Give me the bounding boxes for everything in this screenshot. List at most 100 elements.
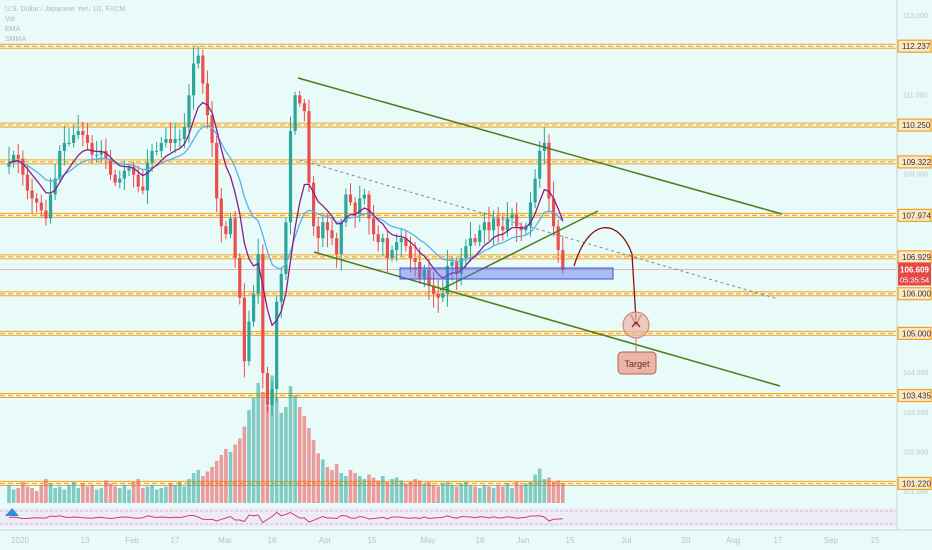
target-box <box>617 351 657 375</box>
candle-body <box>371 218 376 235</box>
level-value: 106.000 <box>902 290 931 299</box>
candle <box>164 127 168 148</box>
candle <box>113 169 117 187</box>
volume-bar <box>177 482 182 503</box>
volume-bar <box>21 482 25 503</box>
candle-body <box>159 142 163 151</box>
level-value: 110.250 <box>902 121 931 130</box>
candle-body <box>251 293 256 322</box>
level-line: 106.929 <box>0 250 932 264</box>
target-circle <box>622 311 650 339</box>
volume-bar <box>417 480 422 503</box>
candle-body <box>265 373 270 405</box>
volume-bar <box>201 476 205 503</box>
volume-bar <box>85 486 90 503</box>
candle-body <box>538 150 542 179</box>
volume-bar <box>468 485 473 503</box>
candle <box>395 233 399 262</box>
candle-body <box>344 194 348 223</box>
volume-bar <box>94 489 99 503</box>
candle-body <box>122 170 126 179</box>
x-tick-label: Jul <box>621 536 631 545</box>
candle <box>58 145 62 183</box>
candle <box>12 150 16 168</box>
candle <box>371 204 376 242</box>
y-tick-label: 113.000 <box>903 13 928 20</box>
candle-body <box>145 162 150 191</box>
volume-bar <box>44 479 48 503</box>
candle <box>339 218 343 271</box>
volume-bar <box>34 491 39 503</box>
candle-body <box>155 150 159 152</box>
candle-body <box>108 158 113 175</box>
candle-body <box>491 218 496 231</box>
level-tag <box>897 208 932 222</box>
candle <box>238 253 242 305</box>
candle-body <box>90 142 94 155</box>
y-tick-label: 111.000 <box>903 92 927 99</box>
candle <box>431 272 436 308</box>
volume-bar <box>427 482 431 503</box>
candle-body <box>44 210 48 219</box>
candle-body <box>353 202 357 215</box>
level-line: 109.322 <box>0 155 932 169</box>
candle <box>219 188 223 243</box>
candle-body <box>62 142 66 151</box>
volume-bar <box>473 486 477 503</box>
level-line: 110.250 <box>0 118 932 132</box>
volume-bar <box>510 488 514 503</box>
projection-arrow <box>573 227 637 321</box>
candle-body <box>348 194 353 203</box>
candle <box>122 160 126 191</box>
candle <box>362 188 366 205</box>
volume-bar <box>454 486 459 503</box>
candle <box>307 99 311 193</box>
volume-bar <box>334 464 339 503</box>
candle <box>247 310 251 366</box>
candle-body <box>275 301 279 389</box>
volume-bar <box>533 474 537 503</box>
x-tick-label: 2020 <box>11 536 29 545</box>
volume-bar <box>297 407 302 503</box>
volume-bar <box>141 488 145 503</box>
x-tick-label: May <box>420 536 435 545</box>
candle <box>298 90 302 107</box>
volume-bar <box>293 395 297 503</box>
volume-bar <box>501 486 505 503</box>
level-value: 107.974 <box>902 211 931 220</box>
tradingview-logo-icon <box>5 508 19 516</box>
candle-body <box>515 214 519 227</box>
candle <box>215 135 219 213</box>
candle-body <box>311 182 316 227</box>
volume-bar <box>487 486 491 503</box>
volume-bar <box>30 488 34 503</box>
candle-body <box>39 202 43 211</box>
volume-bar <box>413 479 417 503</box>
volume-bar <box>330 470 334 503</box>
candle-body <box>561 250 565 270</box>
candle <box>288 116 293 235</box>
indicator-legend: U.S. Dollar / Japanese Yen, 1D, FXCM Vol… <box>5 5 125 45</box>
volume-bar <box>247 410 251 503</box>
level-tag <box>897 118 932 132</box>
candle <box>515 202 519 243</box>
candle <box>399 228 403 257</box>
volume-bar <box>265 405 270 503</box>
candle <box>251 284 256 327</box>
candle-body <box>478 230 482 243</box>
candle-body <box>427 269 431 286</box>
candle <box>302 98 306 122</box>
level-value: 106.929 <box>902 253 931 262</box>
candle <box>496 207 500 243</box>
candle-body <box>445 265 450 294</box>
x-tick-label: 17 <box>774 536 783 545</box>
volume-bar <box>191 473 196 503</box>
candle-body <box>422 269 426 278</box>
candle-body <box>279 273 283 302</box>
candle-body <box>325 222 330 231</box>
candle <box>538 141 542 189</box>
volume-bar <box>164 486 168 503</box>
volume-bar <box>519 485 524 503</box>
